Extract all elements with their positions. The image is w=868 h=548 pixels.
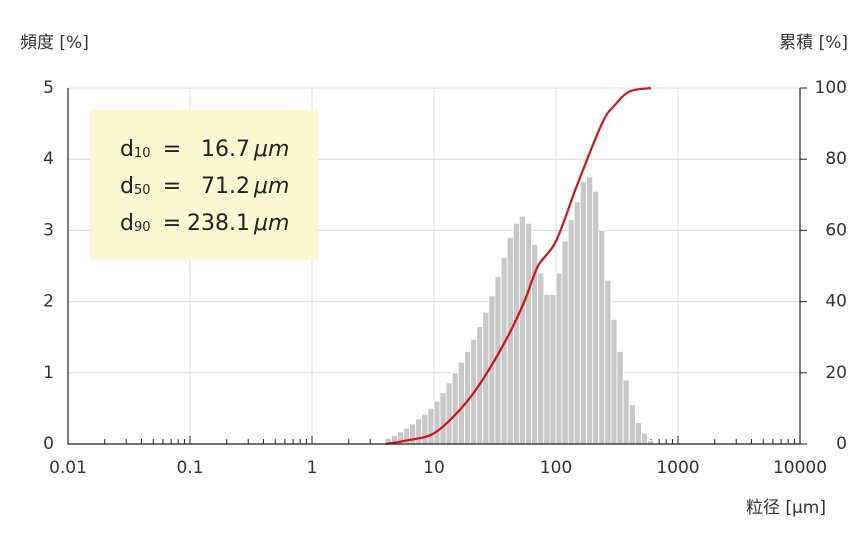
bar xyxy=(616,351,624,445)
stat-unit: μm xyxy=(253,211,289,236)
stat-symbol: d xyxy=(120,211,134,236)
bar xyxy=(439,392,447,445)
bar xyxy=(592,190,600,445)
bar xyxy=(427,407,435,445)
bar xyxy=(561,240,569,445)
y-tick-label: 4 xyxy=(43,149,54,169)
bar xyxy=(415,418,423,445)
y-axis-title: 頻度 [%] xyxy=(20,33,89,53)
y-tick-label: 3 xyxy=(43,220,54,240)
bar xyxy=(525,222,533,445)
y2-tick-label: 100 xyxy=(815,78,847,98)
stat-subscript: 90 xyxy=(134,220,151,235)
stat-sign: = xyxy=(163,211,181,236)
bar xyxy=(598,229,606,445)
y-tick-label: 5 xyxy=(43,78,54,98)
bar xyxy=(518,215,526,445)
axis-frame xyxy=(67,88,801,445)
stat-label: d90 xyxy=(120,211,151,236)
y2-tick-label: 40 xyxy=(825,292,847,312)
cumulative-line xyxy=(385,86,652,446)
bar xyxy=(586,176,594,445)
x-tick-label: 1 xyxy=(307,458,318,478)
bar xyxy=(494,276,502,445)
bar xyxy=(555,272,563,445)
y2-axis-title: 累積 [%] xyxy=(779,33,848,53)
stat-value: 16.7 xyxy=(201,137,250,162)
x-tick-label: 1000 xyxy=(656,458,699,478)
x-tick-label: 10000 xyxy=(773,458,827,478)
bar xyxy=(543,294,551,445)
stat-unit: μm xyxy=(253,137,289,162)
stats-box-bg xyxy=(90,110,318,260)
bar xyxy=(604,279,612,445)
bar xyxy=(567,219,575,445)
stat-symbol: d xyxy=(120,137,134,162)
y-tick-label: 2 xyxy=(43,292,54,312)
bar xyxy=(622,379,630,445)
bar xyxy=(634,422,642,445)
stat-value: 71.2 xyxy=(201,174,250,199)
bar xyxy=(457,361,465,445)
stat-value: 238.1 xyxy=(187,211,250,236)
bar xyxy=(537,272,545,445)
bar xyxy=(433,400,441,445)
x-tick-label: 100 xyxy=(540,458,572,478)
bar xyxy=(610,318,618,445)
bar xyxy=(628,404,636,445)
bar xyxy=(506,237,514,445)
bar xyxy=(573,201,581,445)
stat-label: d50 xyxy=(120,174,151,199)
bar xyxy=(445,382,453,445)
stat-symbol: d xyxy=(120,174,134,199)
y-tick-label: 1 xyxy=(43,363,54,383)
stat-label: d10 xyxy=(120,137,151,162)
bar xyxy=(640,432,648,445)
stat-subscript: 50 xyxy=(134,183,151,198)
x-tick-label: 10 xyxy=(423,458,445,478)
stat-unit: μm xyxy=(253,174,289,199)
bar xyxy=(579,181,587,445)
y-tick-label: 0 xyxy=(43,434,54,454)
x-tick-label: 0.1 xyxy=(176,458,203,478)
bar xyxy=(500,257,508,445)
y2-tick-label: 20 xyxy=(825,363,847,383)
x-tick-label: 0.01 xyxy=(49,458,87,478)
stat-subscript: 10 xyxy=(134,146,151,161)
stat-sign: = xyxy=(163,174,181,199)
bar xyxy=(451,372,459,445)
y2-tick-label: 0 xyxy=(836,434,847,454)
bar xyxy=(549,294,557,445)
y2-tick-label: 80 xyxy=(825,149,847,169)
bar xyxy=(409,423,417,445)
bar xyxy=(421,413,429,445)
x-axis-title: 粒径 [μm] xyxy=(746,498,826,518)
y2-tick-label: 60 xyxy=(825,220,847,240)
bar xyxy=(512,222,520,445)
stat-sign: = xyxy=(163,137,181,162)
